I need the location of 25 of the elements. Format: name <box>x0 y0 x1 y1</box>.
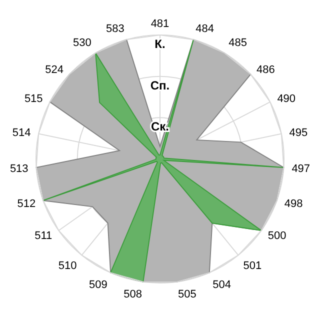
y-tick-label: К. <box>154 37 166 51</box>
y-tick-label: Сп. <box>150 78 170 92</box>
spoke-label: 583 <box>106 22 124 35</box>
spoke-label: 498 <box>284 198 303 210</box>
spoke-label: 481 <box>150 18 170 30</box>
spoke-label: 511 <box>34 230 52 242</box>
spoke-label: 484 <box>196 22 214 35</box>
spoke-label: 512 <box>17 198 36 210</box>
spoke-label: 497 <box>292 162 310 175</box>
spoke-label: 513 <box>10 162 28 175</box>
spoke-label: 500 <box>268 230 286 242</box>
spoke-label: 504 <box>212 278 231 291</box>
spoke-label: 485 <box>228 37 247 50</box>
spoke-label: 530 <box>73 37 92 50</box>
spoke-label: 515 <box>24 93 43 106</box>
spoke-label: 524 <box>45 64 64 76</box>
spoke-label: 509 <box>89 278 108 291</box>
spoke-label: 514 <box>12 127 31 140</box>
spoke-label: 495 <box>289 127 308 140</box>
spoke-label: 508 <box>124 288 142 301</box>
spoke-label: 501 <box>243 260 262 272</box>
spoke-label: 510 <box>58 260 77 272</box>
spoke-label: 490 <box>277 93 296 106</box>
spoke-label: 505 <box>178 288 196 301</box>
spoke-label: 486 <box>256 64 275 76</box>
